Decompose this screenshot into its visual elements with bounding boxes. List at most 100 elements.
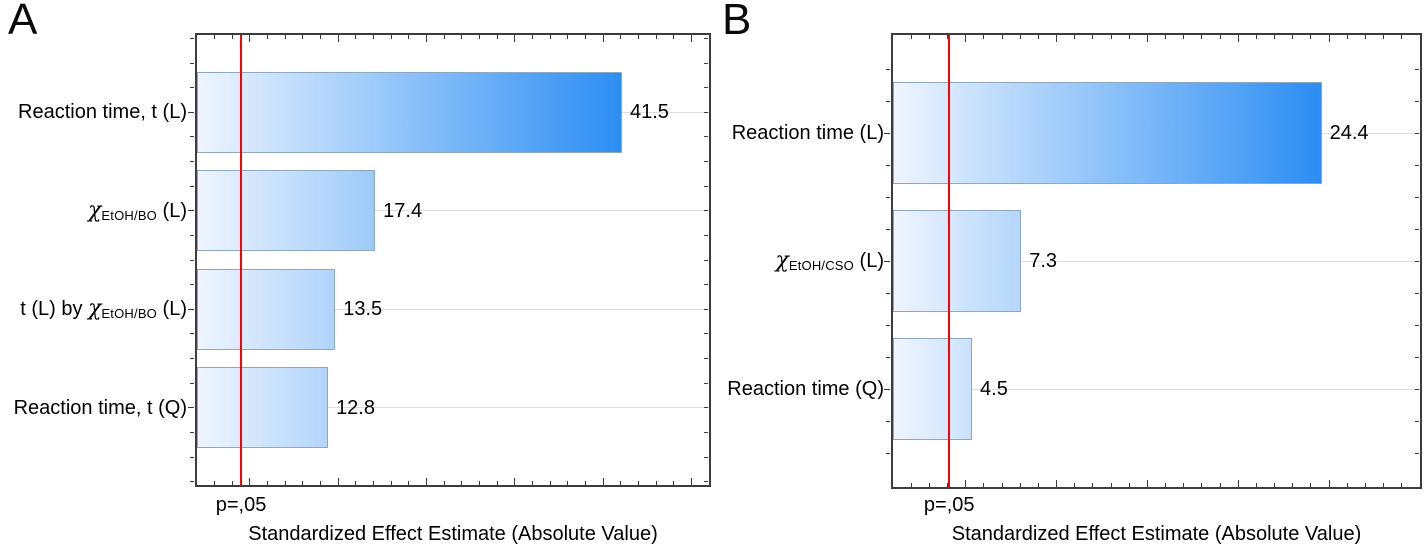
x-axis-tick xyxy=(214,481,216,485)
x-axis-tick xyxy=(214,35,216,39)
y-axis-tick xyxy=(190,161,194,162)
x-axis-tick xyxy=(496,481,498,485)
y-axis-tick xyxy=(188,308,194,310)
category-label: Reaction time (Q) xyxy=(727,376,884,402)
y-axis-tick xyxy=(704,259,708,261)
x-axis-tick xyxy=(1219,35,1221,39)
y-axis-tick xyxy=(190,62,194,64)
p-threshold-line xyxy=(948,35,951,487)
bar-value-label: 7.3 xyxy=(1029,250,1058,272)
x-axis-tick xyxy=(1128,483,1130,487)
x-axis-tick xyxy=(1274,35,1276,39)
y-axis-tick xyxy=(704,87,708,89)
x-axis-tick xyxy=(408,35,410,39)
x-axis-tick xyxy=(1019,35,1021,39)
x-axis-tick xyxy=(1074,483,1076,487)
x-axis-tick xyxy=(1037,35,1039,39)
x-axis-tick xyxy=(1201,483,1203,487)
y-axis-tick xyxy=(704,407,708,409)
y-axis-tick xyxy=(1415,164,1419,166)
y-axis-tick xyxy=(704,456,708,458)
x-axis-tick xyxy=(983,35,985,39)
x-axis-tick xyxy=(1110,483,1112,487)
x-axis-tick xyxy=(249,478,251,485)
x-axis-tick xyxy=(461,481,463,485)
category-label: t (L) by χEtOH/BO (L) xyxy=(20,296,187,327)
y-axis-tick xyxy=(704,358,708,359)
x-axis-tick xyxy=(602,35,604,42)
label-text: Reaction time, t (L) xyxy=(18,101,187,124)
y-axis-tick xyxy=(704,136,708,138)
x-axis-tick xyxy=(443,481,445,485)
x-axis-tick xyxy=(910,483,912,487)
x-axis-tick xyxy=(320,481,322,485)
x-axis-tick xyxy=(479,481,481,485)
bar xyxy=(893,209,1022,313)
bar xyxy=(197,367,329,449)
y-axis-tick xyxy=(704,62,708,64)
y-axis-tick xyxy=(1415,324,1419,326)
subscript-text: EtOH/BO xyxy=(101,306,157,322)
x-axis-tick xyxy=(1255,35,1257,39)
x-axis-tick xyxy=(1364,483,1366,487)
y-axis-tick xyxy=(1415,292,1419,294)
y-axis-tick xyxy=(190,136,194,138)
x-axis-tick xyxy=(1328,480,1330,487)
x-axis-tick xyxy=(1074,35,1076,39)
y-axis-tick xyxy=(1415,356,1419,358)
x-axis-tick xyxy=(1110,35,1112,39)
y-axis-tick xyxy=(886,164,890,166)
panel-b-letter: B xyxy=(722,0,752,44)
y-axis-tick xyxy=(704,284,708,286)
x-axis-tick xyxy=(231,481,233,485)
x-axis-tick xyxy=(1328,35,1330,42)
y-axis-tick xyxy=(1415,132,1419,134)
x-axis-tick xyxy=(461,35,463,39)
y-axis-tick xyxy=(886,196,890,198)
x-axis-tick xyxy=(337,478,339,485)
x-axis-tick xyxy=(638,35,639,39)
y-axis-tick xyxy=(704,37,708,39)
y-axis-tick xyxy=(1415,68,1419,70)
x-axis-tick xyxy=(1146,35,1148,42)
bar-value-label: 24.4 xyxy=(1329,122,1369,144)
x-axis-tick xyxy=(1165,483,1167,487)
x-axis-tick xyxy=(549,481,551,485)
x-axis-tick xyxy=(673,481,675,485)
y-axis-tick xyxy=(704,185,708,187)
x-axis-tick xyxy=(514,478,516,485)
x-axis-tick xyxy=(1237,35,1239,42)
label-text: (L) xyxy=(157,298,187,321)
x-axis-tick xyxy=(1092,483,1094,487)
gridline xyxy=(197,407,709,409)
x-axis-tick xyxy=(1001,35,1003,39)
x-axis-tick xyxy=(532,481,534,485)
p-threshold-line xyxy=(240,35,243,485)
plot-area-a: 41.5 17.4 13.5 12.8 xyxy=(188,33,711,487)
y-axis-tick xyxy=(190,259,194,261)
x-axis-tick xyxy=(1056,480,1058,487)
gridline xyxy=(197,308,709,310)
y-axis-tick xyxy=(188,210,194,212)
x-axis-tick xyxy=(1310,483,1312,487)
bar-value-label: 17.4 xyxy=(383,199,423,222)
y-axis-tick xyxy=(704,333,708,335)
x-axis-tick xyxy=(514,35,516,42)
bar-value-label: 13.5 xyxy=(343,298,383,321)
x-axis-tick xyxy=(567,481,569,485)
x-axis-tick xyxy=(302,481,304,485)
x-axis-tick xyxy=(910,35,912,39)
x-axis-tick xyxy=(620,35,622,39)
y-axis-tick xyxy=(704,210,708,212)
bar xyxy=(197,268,336,350)
x-axis-tick xyxy=(390,35,392,39)
p-value-label-a: p=,05 xyxy=(215,494,267,516)
x-axis-tick xyxy=(1183,35,1185,39)
bar xyxy=(893,337,973,441)
y-axis-tick xyxy=(190,456,194,458)
x-axis-tick xyxy=(673,35,675,39)
x-axis-tick xyxy=(947,35,948,39)
category-label: Reaction time (L) xyxy=(732,120,884,146)
x-axis-tick xyxy=(585,481,587,485)
